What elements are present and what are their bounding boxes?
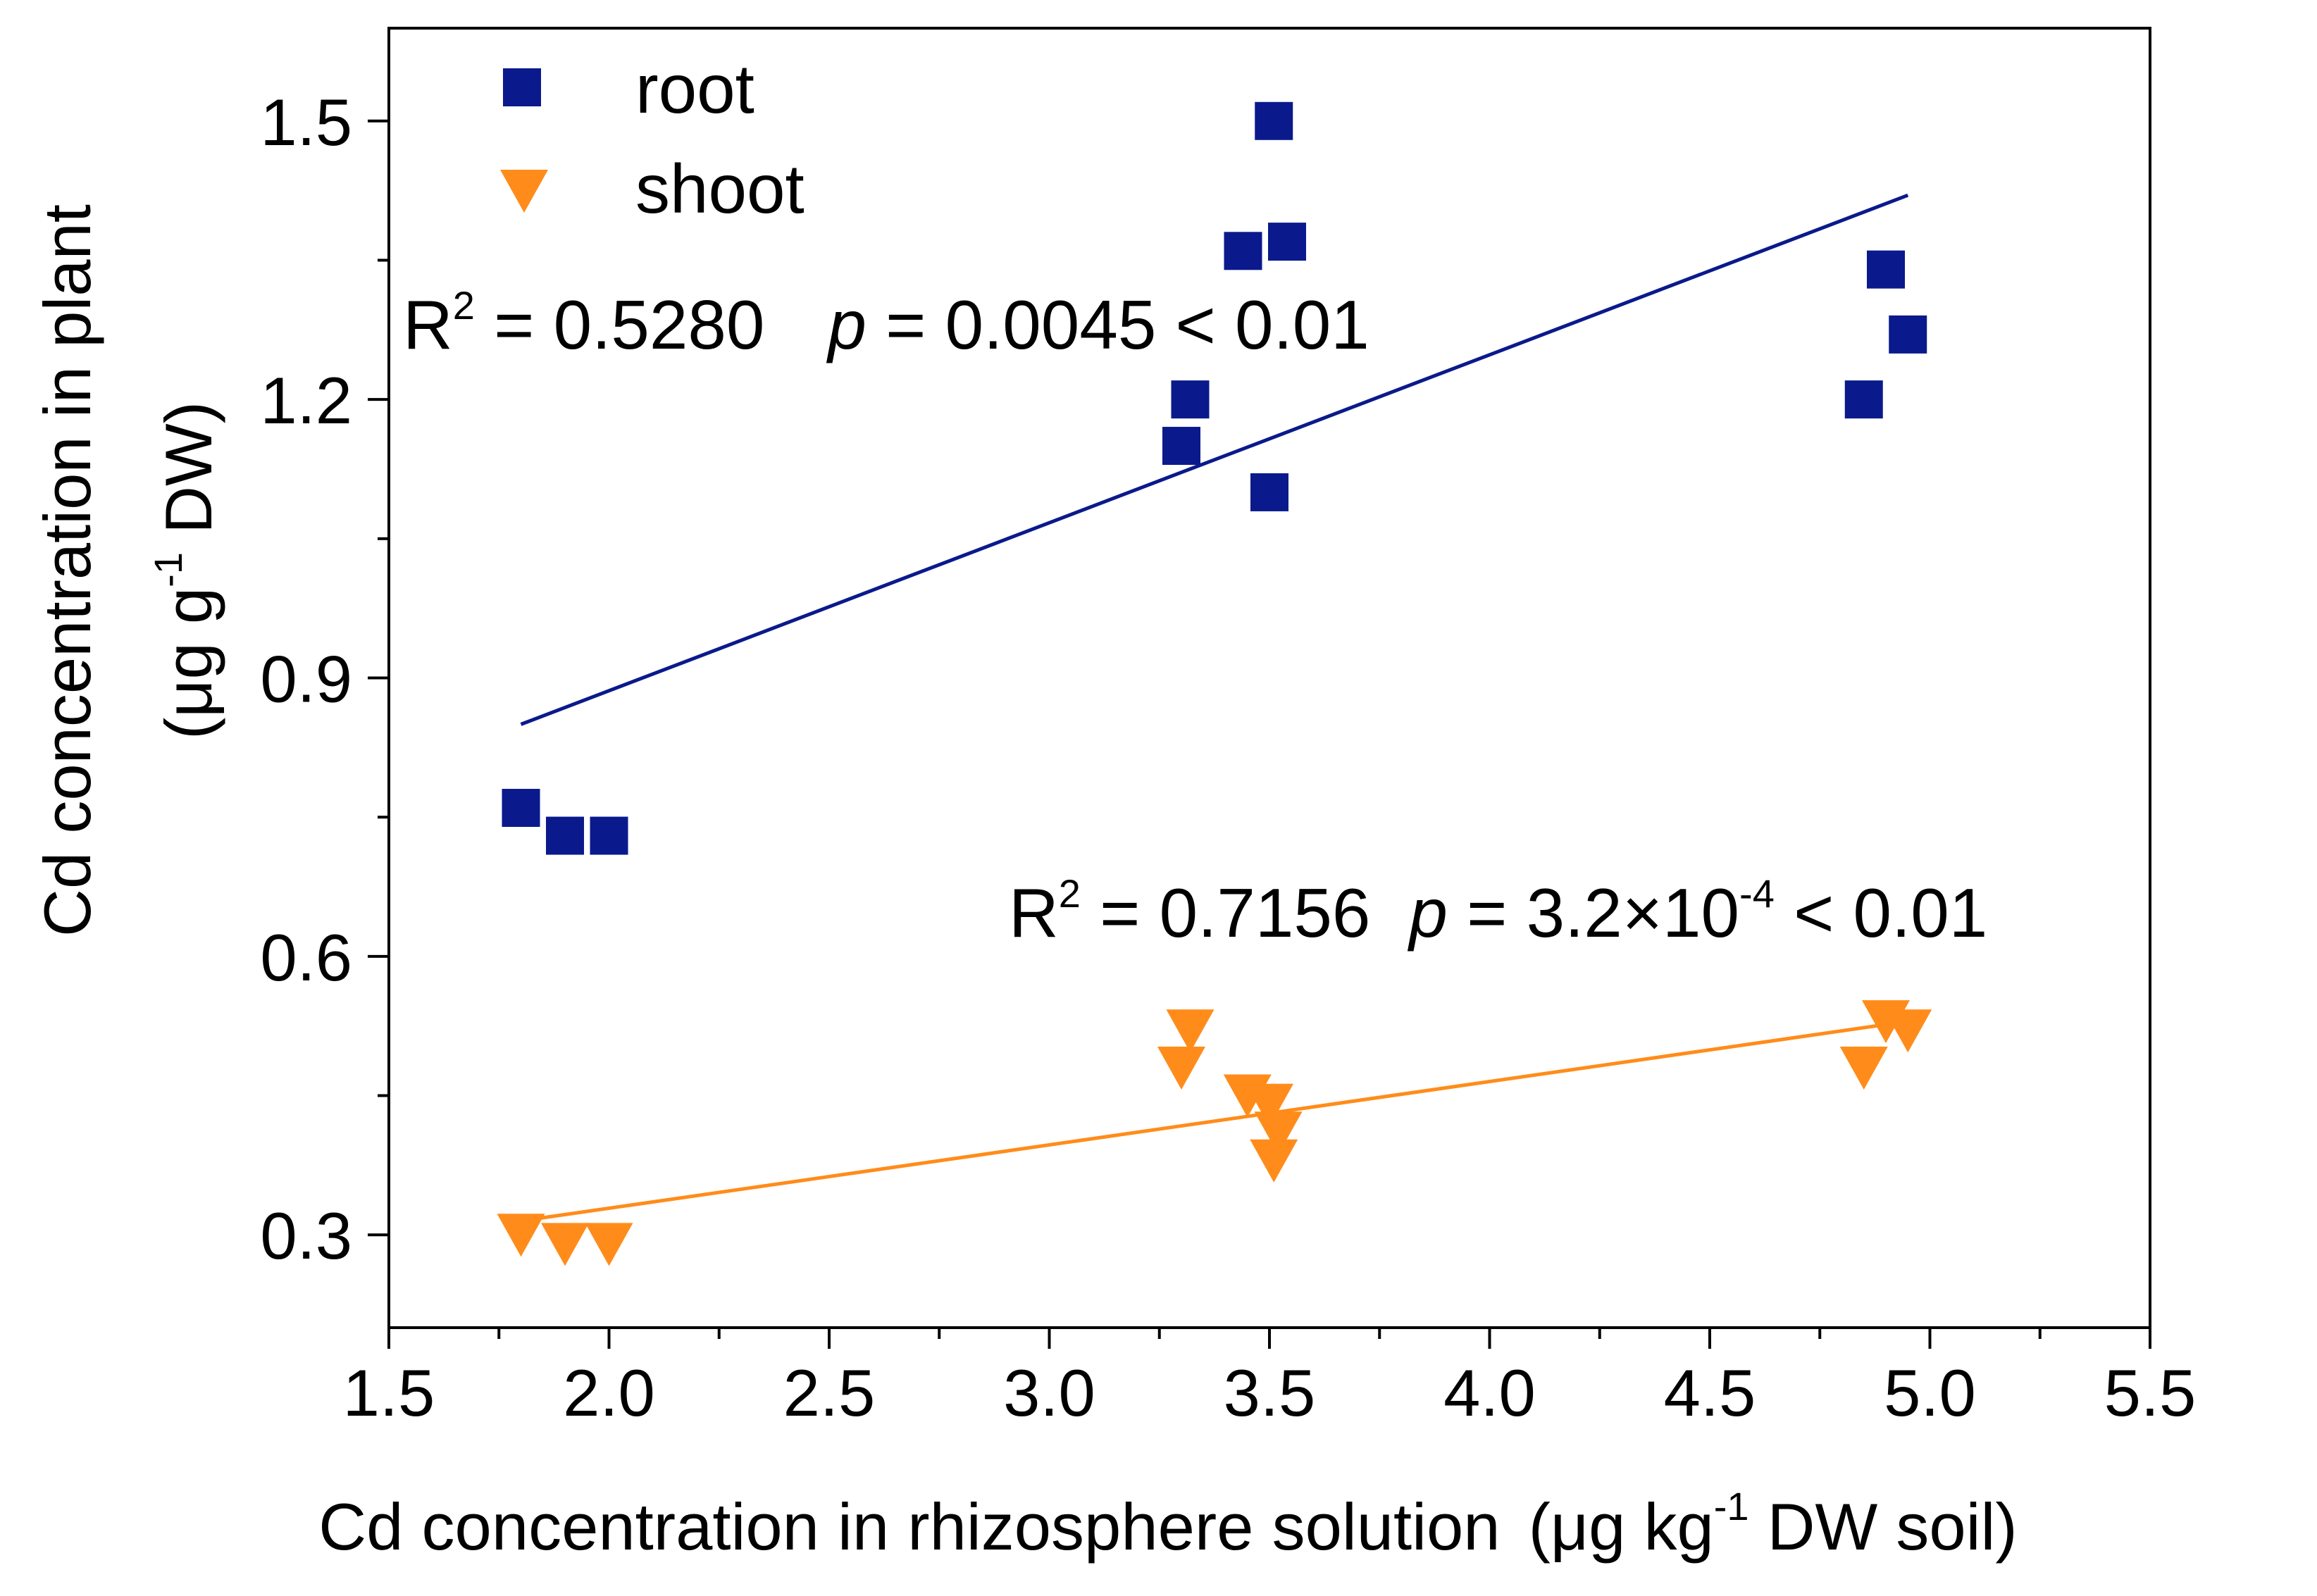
shoot-point [1884, 1009, 1932, 1053]
shoot-point [585, 1223, 633, 1266]
x-axis-unit-post: DW soil) [1749, 1490, 2018, 1564]
x-tick-label: 5.5 [2104, 1356, 2197, 1430]
x-tick-label: 1.5 [343, 1356, 435, 1430]
shoot-r2-exponent: 2 [1059, 871, 1081, 916]
y-axis-unit-mu: μ [151, 680, 225, 718]
x-tick-label: 4.5 [1664, 1356, 1756, 1430]
x-tick-label: 3.0 [1003, 1356, 1095, 1430]
shoot-point [541, 1223, 589, 1266]
legend-root-label: root [635, 50, 754, 127]
shoot-p-value: = 3.2×10 [1448, 874, 1739, 952]
root-point [1171, 380, 1210, 419]
root-point [546, 816, 584, 855]
root-p-symbol: p [826, 286, 866, 363]
root-point [1162, 427, 1200, 466]
root-r2-value: = 0.5280 [475, 286, 764, 363]
y-axis-unit: (μg g-1 DW) [146, 401, 225, 740]
root-fit-line [520, 193, 1909, 726]
shoot-point [1157, 1047, 1205, 1090]
x-axis-title-main: Cd concentration in rhizosphere solution [318, 1490, 1500, 1564]
y-tick-label: 1.2 [260, 363, 352, 437]
plot-frame [387, 27, 2151, 1329]
root-point [1268, 223, 1306, 261]
axis-ticks-group [368, 119, 2151, 1349]
shoot-p-symbol: p [1407, 874, 1448, 952]
y-axis-unit-pre: g g [151, 587, 225, 680]
shoot-fit-line [521, 1019, 1908, 1223]
legend-root-marker [503, 68, 541, 106]
x-tick-label: 2.0 [563, 1356, 655, 1430]
legend: root shoot [500, 50, 805, 227]
legend-shoot-marker [500, 170, 548, 213]
y-tick-label: 0.9 [260, 642, 352, 716]
fit-lines-group [520, 193, 1909, 1223]
shoot-point [1254, 1111, 1303, 1155]
root-point [1250, 473, 1288, 511]
y-axis-unit-post: DW) [151, 401, 225, 552]
shoot-regression-annotation: R2 = 0.7156 p = 3.2×10-4 < 0.01 [1009, 871, 1987, 952]
root-point [1255, 101, 1293, 140]
root-regression-annotation: R2 = 0.5280 p = 0.0045 < 0.01 [403, 283, 1369, 363]
x-tick-label: 4.0 [1443, 1356, 1536, 1430]
shoot-p-exponent: -4 [1739, 871, 1775, 916]
tick-labels-group: 1.5 2.0 2.5 3.0 3.5 4.0 4.5 5.0 5.5 0.3 0.6 0.9 1.2 1… [260, 85, 2196, 1430]
x-axis-unit-mu: μ [1551, 1490, 1589, 1564]
markers-group [497, 101, 1932, 1266]
legend-shoot-label: shoot [635, 150, 805, 227]
x-axis-unit-exponent: -1 [1714, 1484, 1749, 1528]
shoot-point [1839, 1047, 1888, 1090]
x-tick-label: 2.5 [783, 1356, 876, 1430]
y-axis-unit-exponent: -1 [146, 552, 190, 587]
shoot-r2-label: R [1009, 874, 1059, 952]
x-axis-title: Cd concentration in rhizosphere solution… [318, 1484, 2017, 1564]
y-axis-title: Cd concentration in plant [30, 204, 104, 937]
shoot-p-tail: < 0.01 [1775, 874, 1987, 952]
y-tick-label: 1.5 [260, 85, 352, 159]
root-r2-label: R [403, 286, 453, 363]
root-point [1844, 380, 1883, 419]
x-axis-unit-pre: g kg [1589, 1490, 1714, 1564]
y-axis-unit-open: ( [151, 718, 225, 740]
shoot-point [497, 1214, 545, 1257]
y-tick-label: 0.6 [260, 921, 352, 995]
root-p-value: = 0.0045 < 0.01 [866, 286, 1369, 363]
root-point [1889, 315, 1927, 354]
x-axis-unit-open: ( [1529, 1490, 1551, 1564]
shoot-point [1166, 1009, 1215, 1053]
x-tick-label: 3.5 [1224, 1356, 1316, 1430]
root-point [502, 789, 540, 827]
shoot-r2-value: = 0.7156 [1081, 874, 1370, 952]
root-point [1867, 250, 1905, 289]
root-point [1224, 232, 1262, 270]
y-tick-label: 0.3 [260, 1199, 352, 1273]
root-r2-exponent: 2 [453, 283, 475, 328]
shoot-point [1250, 1139, 1298, 1183]
root-point [590, 816, 628, 855]
shoot-point [1246, 1083, 1293, 1127]
x-tick-label: 5.0 [1884, 1356, 1976, 1430]
